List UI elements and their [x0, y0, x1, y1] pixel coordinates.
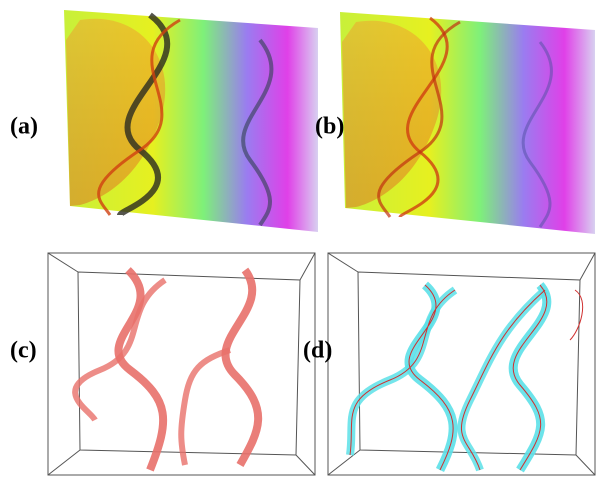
panel-label: (d)	[303, 338, 332, 364]
panel-a	[64, 10, 318, 232]
panel-label: (a)	[10, 114, 38, 140]
helix	[118, 270, 163, 470]
panel-label: (c)	[10, 338, 37, 364]
page: (a) (b) (c) (d) (() => { const data = JS…	[0, 0, 603, 484]
helix	[225, 270, 258, 465]
helix	[181, 350, 230, 465]
figure: (a) (b) (c) (d)	[0, 0, 603, 484]
panel-c	[48, 253, 315, 475]
panel-label: (b)	[315, 114, 344, 140]
helix	[350, 290, 455, 455]
panel-b	[340, 12, 595, 234]
panel-d	[328, 253, 595, 475]
